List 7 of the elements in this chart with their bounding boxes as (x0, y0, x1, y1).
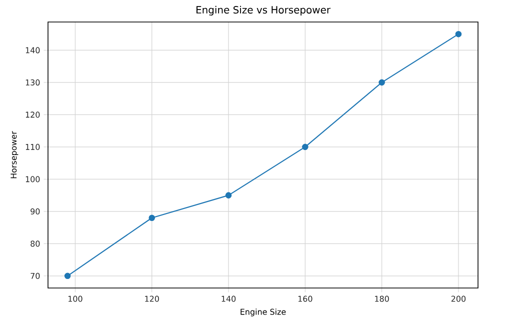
point (455, 30, 462, 38)
point (225, 192, 232, 198)
point (148, 214, 156, 222)
point (302, 144, 308, 150)
chart-title: Engine Size vs Horsepower (196, 6, 330, 16)
point (378, 79, 385, 86)
point (64, 272, 71, 280)
